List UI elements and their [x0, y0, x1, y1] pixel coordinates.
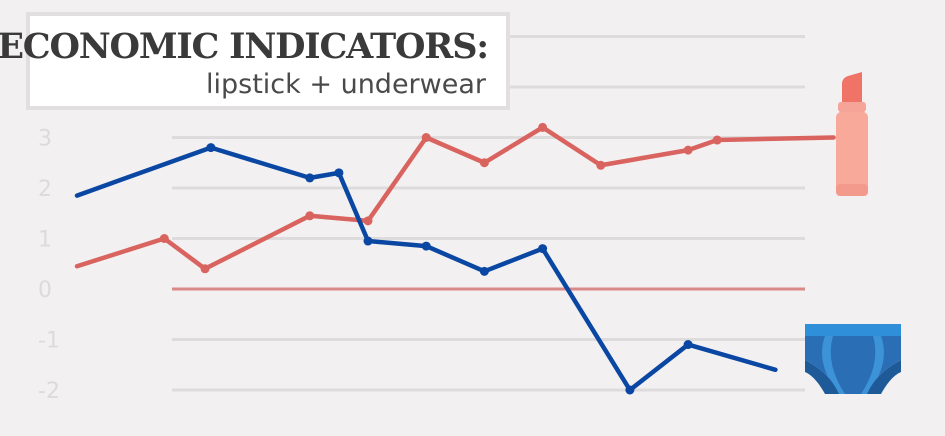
- data-point: [421, 133, 431, 142]
- y-tick-label: -1: [38, 329, 60, 354]
- data-point: [712, 135, 722, 145]
- data-point: [200, 264, 210, 274]
- lipstick-icon: [836, 72, 868, 196]
- data-point: [683, 145, 693, 155]
- y-tick-label: 2: [38, 177, 52, 202]
- data-point: [159, 234, 169, 243]
- data-point: [363, 236, 373, 246]
- y-tick-label: 3: [38, 127, 52, 152]
- underwear-series-line: [74, 145, 778, 393]
- data-point: [206, 143, 216, 153]
- title-box: ECONOMIC INDICATORS: lipstick + underwea…: [0, 12, 510, 110]
- data-point: [305, 173, 315, 183]
- y-tick-label: -2: [38, 379, 60, 404]
- data-point: [479, 158, 489, 168]
- lipstick-series-line: [74, 125, 836, 272]
- y-tick-labels: 3 2 1 0 -1 -2: [38, 127, 60, 405]
- series-lines: [74, 122, 836, 395]
- data-point: [479, 266, 489, 276]
- data-point: [538, 122, 548, 132]
- y-tick-label: 0: [38, 278, 52, 303]
- data-point: [538, 244, 548, 254]
- data-point: [596, 160, 606, 170]
- data-point: [305, 211, 315, 221]
- chart-subtitle: lipstick + underwear: [206, 69, 486, 100]
- data-point: [625, 385, 635, 395]
- data-point: [683, 340, 693, 350]
- data-point: [421, 241, 431, 251]
- underwear-icon: [805, 324, 901, 394]
- y-tick-label: 1: [38, 228, 52, 253]
- data-point: [363, 216, 373, 226]
- chart-title: ECONOMIC INDICATORS:: [0, 26, 489, 67]
- data-point: [334, 168, 344, 178]
